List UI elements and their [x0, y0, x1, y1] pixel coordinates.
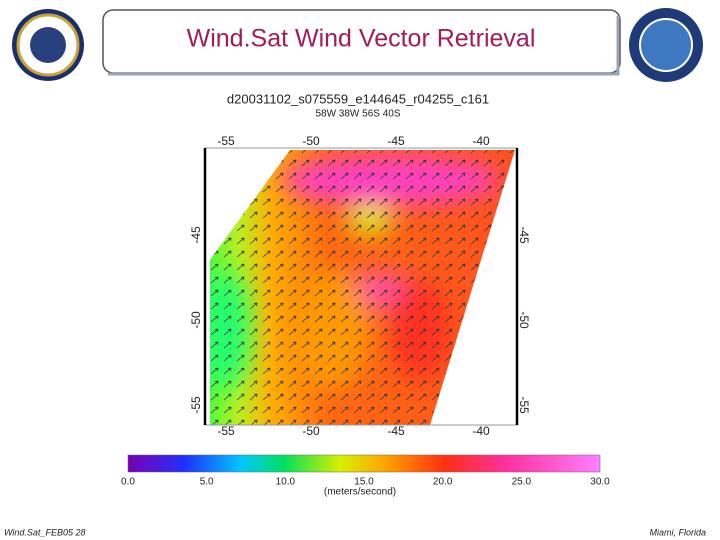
lat-label: -45 — [189, 226, 203, 244]
title: Wind.Sat Wind Vector Retrieval — [187, 25, 536, 53]
lon-label: -55 — [217, 424, 235, 438]
frame-sides — [203, 148, 519, 425]
colorbar-label: 5.0 — [200, 477, 214, 488]
lat-label: -45 — [517, 226, 531, 244]
lon-label: -40 — [472, 134, 490, 148]
footer-left: Wind.Sat_FEB05 28 — [4, 527, 85, 537]
colorbar-label: 30.0 — [590, 477, 610, 488]
colorbar-label: 10.0 — [276, 477, 296, 488]
lon-label: -45 — [387, 134, 405, 148]
lon-label: -40 — [472, 424, 490, 438]
wind-field — [210, 150, 515, 425]
colorbar-label: 15.0 — [354, 477, 374, 488]
footer-right: Miami, Florida — [649, 527, 706, 537]
lat-label: -55 — [517, 396, 531, 414]
colorbar-label: 0.0 — [121, 477, 135, 488]
lon-label: -50 — [302, 134, 320, 148]
lon-label: -45 — [387, 424, 405, 438]
lat-label: -50 — [189, 311, 203, 329]
logo-left — [12, 9, 84, 81]
title-shadow — [108, 16, 620, 76]
file-name: d20031102_s075559_e144645_r04255_c161 — [227, 91, 489, 106]
lat-label: -55 — [189, 396, 203, 414]
lon-label: -50 — [302, 424, 320, 438]
lon-label: -55 — [217, 134, 235, 148]
colorbar-unit: (meters/second) — [324, 487, 396, 498]
colorbar — [127, 454, 601, 473]
logo-right — [629, 8, 703, 82]
bounds: 58W 38W 56S 40S — [315, 109, 400, 120]
colorbar-label: 20.0 — [433, 477, 453, 488]
colorbar-label: 25.0 — [512, 477, 532, 488]
lat-label: -50 — [517, 311, 531, 329]
